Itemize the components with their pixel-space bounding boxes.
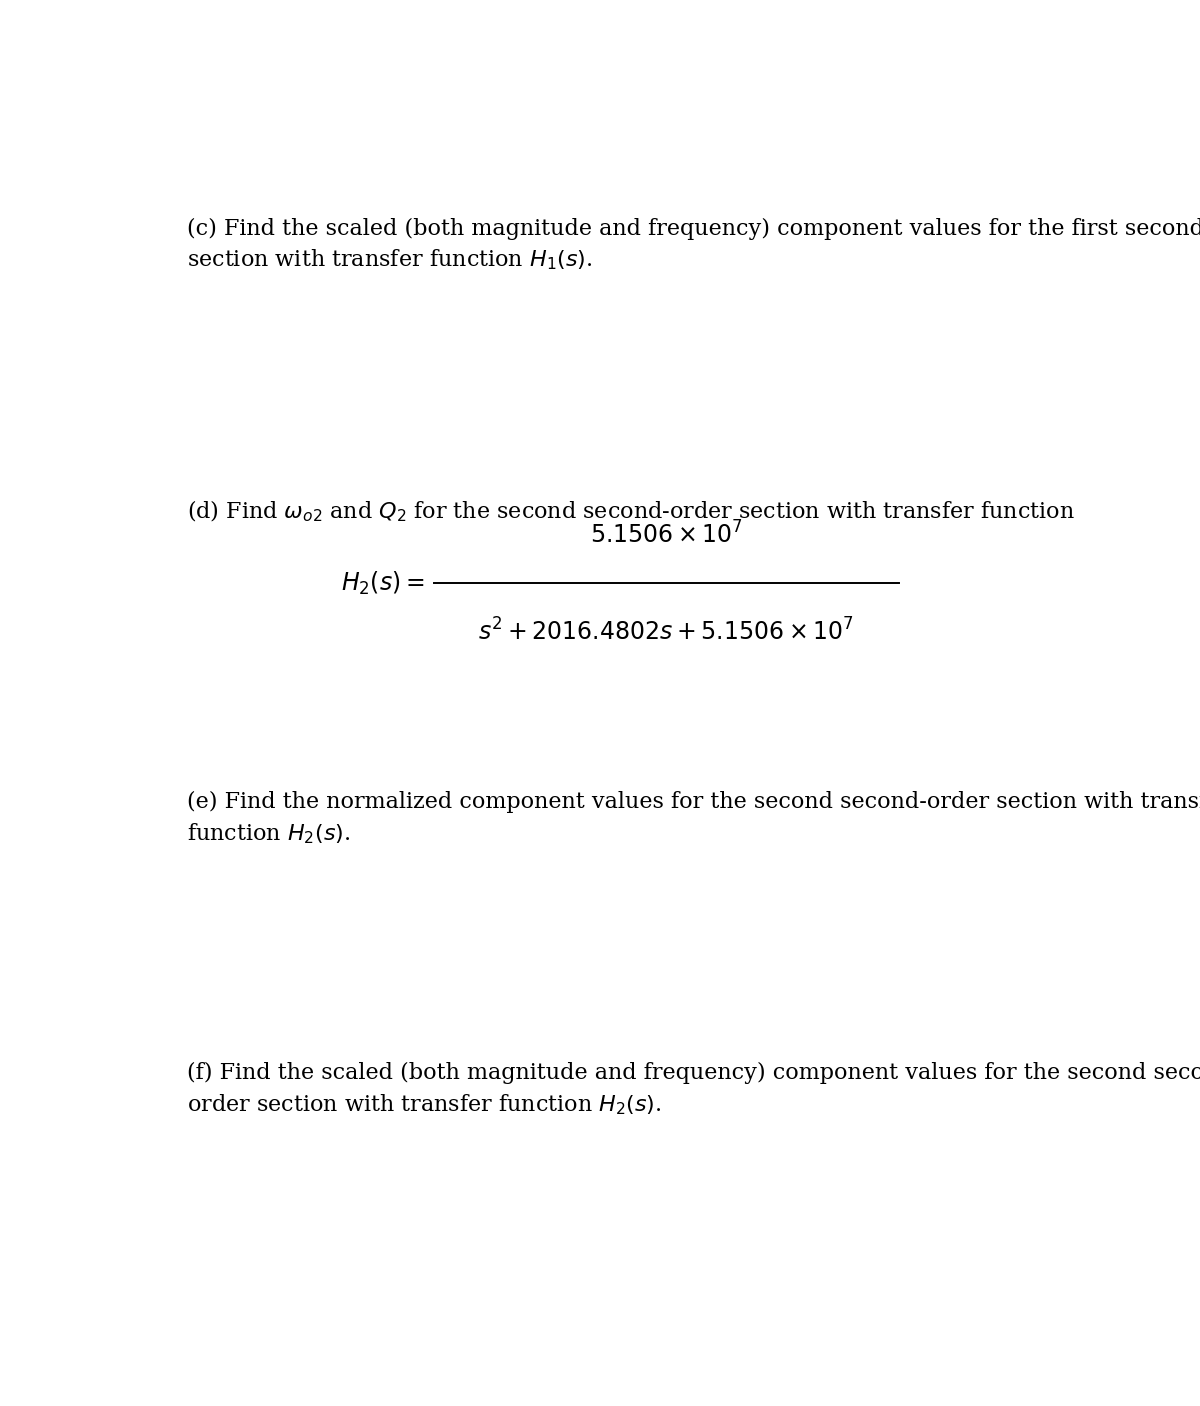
- Text: function $H_2(s)$.: function $H_2(s)$.: [187, 821, 350, 846]
- Text: (f) Find the scaled (both magnitude and frequency) component values for the seco: (f) Find the scaled (both magnitude and …: [187, 1062, 1200, 1084]
- Text: $s^2 + 2016.4802s + 5.1506 \times 10^7$: $s^2 + 2016.4802s + 5.1506 \times 10^7$: [479, 619, 854, 645]
- Text: (e) Find the normalized component values for the second second-order section wit: (e) Find the normalized component values…: [187, 792, 1200, 813]
- Text: (c) Find the scaled (both magnitude and frequency) component values for the firs: (c) Find the scaled (both magnitude and …: [187, 218, 1200, 239]
- Text: $5.1506 \times 10^7$: $5.1506 \times 10^7$: [589, 522, 743, 548]
- Text: (d) Find $\omega_{o2}$ and $Q_2$ for the second second-order section with transf: (d) Find $\omega_{o2}$ and $Q_2$ for the…: [187, 499, 1075, 524]
- Text: section with transfer function $H_1(s)$.: section with transfer function $H_1(s)$.: [187, 247, 593, 273]
- Text: order section with transfer function $H_2(s)$.: order section with transfer function $H_…: [187, 1092, 662, 1116]
- Text: $H_2(s) =$: $H_2(s) =$: [341, 569, 425, 598]
